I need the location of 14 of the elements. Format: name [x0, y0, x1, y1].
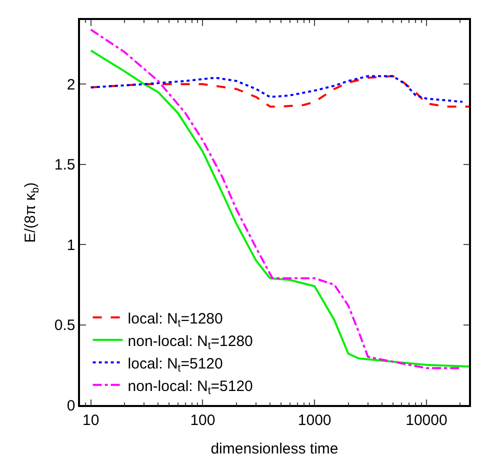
- legend-label: non-local: N$_{t}$=5120: [128, 378, 253, 397]
- legend-label: local: N$_{t}$=1280: [128, 310, 223, 330]
- y-tick-label: 1: [66, 236, 76, 254]
- legend-label: local: N$_{t}$=5120: [128, 355, 223, 374]
- x-tick-label: 10000: [406, 412, 448, 429]
- x-axis-title: dimensionless time: [210, 440, 338, 458]
- y-tick-label: 2: [66, 76, 76, 94]
- y-tick-label: 1.5: [54, 156, 76, 174]
- x-tick-label: 100: [190, 412, 216, 429]
- x-tick-label: 1000: [298, 412, 332, 429]
- legend-label: non-local: N$_{t}$=1280: [128, 332, 253, 352]
- x-tick-label: 10: [82, 412, 100, 429]
- y-tick-label: 0.5: [54, 317, 76, 334]
- y-tick-label: 0: [66, 397, 76, 414]
